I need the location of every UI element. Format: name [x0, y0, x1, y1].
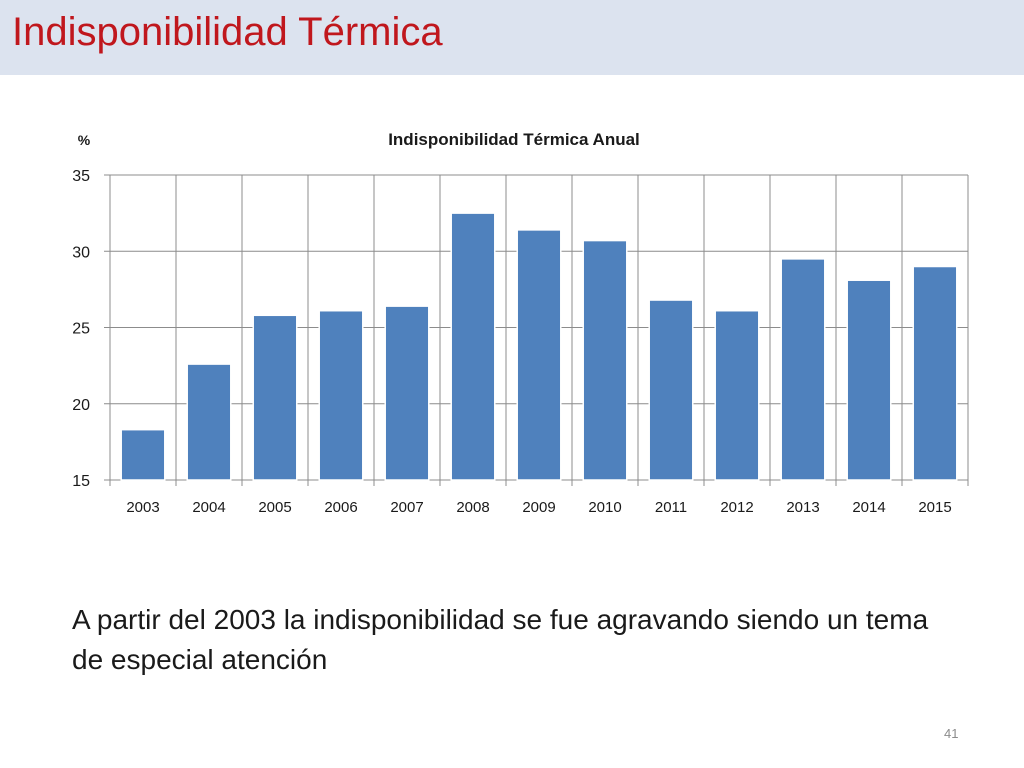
bar-2006: [318, 309, 364, 481]
x-tick-label: 2013: [786, 499, 819, 516]
x-tick-label: 2011: [655, 499, 687, 516]
bar-2014: [846, 279, 892, 481]
x-tick-label: 2007: [390, 499, 423, 516]
bar-2015: [912, 265, 958, 481]
x-tick-label: 2014: [852, 499, 885, 516]
bar-2003: [120, 428, 166, 481]
bar-2009: [516, 229, 562, 481]
bar-2008: [450, 212, 496, 481]
bar-2004: [186, 363, 232, 481]
y-axis-label: %: [78, 132, 91, 148]
bar-2010: [582, 239, 628, 481]
x-tick-label: 2005: [258, 499, 291, 516]
bar-2007: [384, 305, 430, 481]
slide-caption: A partir del 2003 la indisponibilidad se…: [72, 604, 929, 675]
slide-header: [0, 0, 1024, 75]
y-tick-label: 25: [72, 321, 90, 338]
x-tick-label: 2004: [192, 499, 225, 516]
chart-title: Indisponibilidad Térmica Anual: [388, 130, 640, 149]
x-tick-label: 2006: [324, 499, 357, 516]
y-tick-label: 15: [72, 473, 90, 490]
slide-title: Indisponibilidad Térmica: [12, 10, 443, 54]
slide-number: 41: [944, 726, 959, 741]
bar-2012: [714, 309, 760, 481]
bar-2013: [780, 258, 826, 481]
bar-2005: [252, 314, 298, 481]
bar-2011: [648, 299, 694, 481]
bar-chart: Indisponibilidad Térmica Anual% 15 20 25 30 3…: [72, 130, 969, 516]
y-tick-label: 30: [72, 244, 90, 261]
x-tick-label: 2003: [126, 499, 159, 516]
x-tick-label: 2010: [588, 499, 621, 516]
x-tick-label: 2009: [522, 499, 555, 516]
x-tick-label: 2008: [456, 499, 489, 516]
y-tick-label: 20: [72, 397, 90, 414]
x-tick-label: 2012: [720, 499, 753, 516]
x-tick-label: 2015: [918, 499, 951, 516]
y-tick-label: 35: [72, 168, 90, 185]
